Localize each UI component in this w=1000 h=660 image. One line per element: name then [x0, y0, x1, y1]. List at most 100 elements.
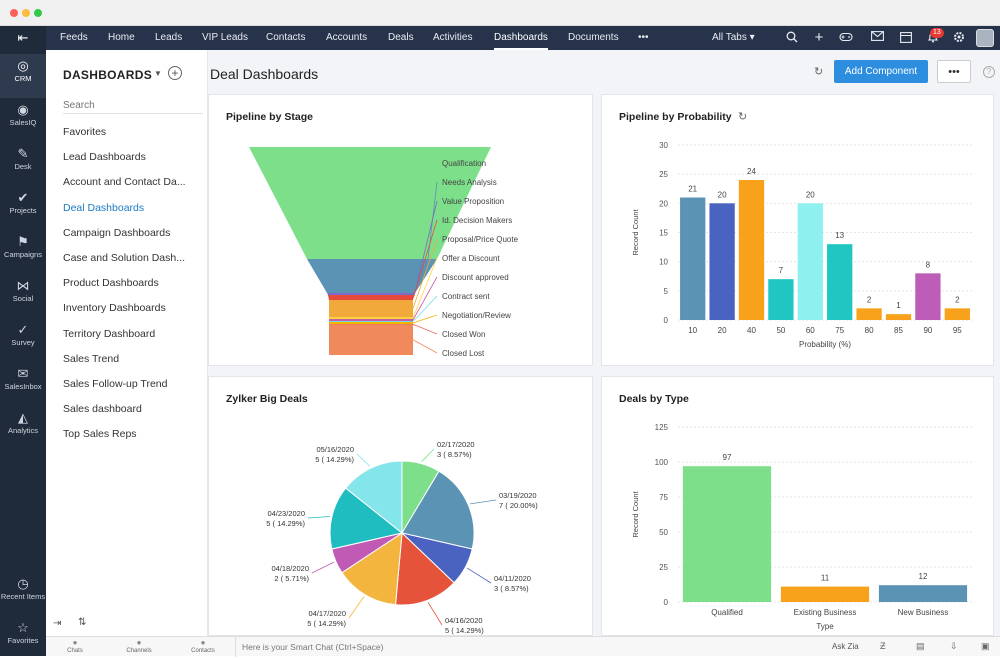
funnel-stage[interactable] [329, 300, 413, 317]
sidebar-item[interactable]: Account and Contact Da... [63, 176, 186, 189]
sidebar-item[interactable]: Favorites [63, 126, 107, 138]
refresh-icon[interactable]: ↻ [738, 111, 748, 123]
sidebar-item[interactable]: Campaign Dashboards [63, 226, 171, 239]
sidebar-item[interactable]: Sales Follow-up Trend [63, 378, 168, 390]
bar[interactable] [878, 585, 968, 602]
bar[interactable] [944, 308, 970, 320]
sidebar-item[interactable]: Product Dashboards [63, 277, 159, 290]
window-close-button[interactable] [10, 9, 18, 17]
funnel-stage[interactable] [329, 317, 413, 319]
tab-dashboards[interactable]: Dashboards [494, 26, 548, 50]
bar[interactable] [780, 586, 870, 602]
collapse-menu-icon[interactable]: ⇤ [17, 30, 29, 45]
slice-percent: 5.71% [285, 574, 307, 583]
sidebar-item[interactable]: Inventory Dashboards [63, 302, 166, 315]
calendar-icon[interactable] [899, 31, 913, 45]
funnel-stage[interactable] [329, 321, 413, 322]
gear-icon[interactable] [952, 31, 966, 45]
bar[interactable] [768, 279, 794, 320]
bar[interactable] [797, 203, 823, 320]
search-icon[interactable] [785, 31, 799, 45]
rail-item-campaigns[interactable]: ⚑ Campaigns [0, 230, 46, 274]
bar[interactable] [682, 466, 772, 602]
bar[interactable] [680, 197, 706, 321]
y-tick-label: 5 [664, 287, 669, 296]
add-dashboard-icon[interactable]: + [168, 66, 182, 80]
bottombar-contacts[interactable]: ● Contacts [178, 638, 228, 655]
funnel-stage[interactable] [327, 293, 415, 295]
rail-item-favorites[interactable]: ☆ Favorites [0, 616, 46, 660]
contacts-panel-icon[interactable]: ▣ [981, 641, 990, 651]
pie-slice[interactable] [341, 532, 403, 606]
bar[interactable] [856, 308, 882, 320]
bottombar-chats[interactable]: ● Chats [50, 638, 100, 655]
bar[interactable] [885, 314, 912, 320]
funnel-stage[interactable] [329, 324, 413, 356]
gamepad-icon[interactable] [839, 31, 853, 45]
rail-item-projects[interactable]: ✔ Projects [0, 186, 46, 230]
bottombar-channels[interactable]: ● Channels [114, 638, 164, 655]
rail-item-salesinbox[interactable]: ✉ SalesInbox [0, 362, 46, 406]
sidebar-item[interactable]: Top Sales Reps [63, 428, 137, 441]
window-minimize-button[interactable] [22, 9, 30, 17]
sidebar-item[interactable]: Territory Dashboard [63, 327, 156, 340]
tab-contacts[interactable]: Contacts [266, 32, 306, 43]
pie-slice[interactable] [401, 470, 475, 550]
funnel-stage[interactable] [307, 259, 437, 293]
rail-item-survey[interactable]: ✓ Survey [0, 318, 46, 362]
tab-deals[interactable]: Deals [388, 32, 414, 43]
tab-accounts[interactable]: Accounts [326, 32, 368, 43]
tab-feeds[interactable]: Feeds [60, 32, 88, 43]
notes-icon[interactable]: ▤ [916, 641, 925, 651]
more-options-button[interactable]: ••• [937, 60, 971, 83]
funnel-stage[interactable] [329, 324, 413, 325]
sidebar-item[interactable]: Sales Trend [63, 352, 120, 365]
smart-chat-input[interactable]: Here is your Smart Chat (Ctrl+Space) [235, 637, 795, 657]
tab-vip-leads[interactable]: VIP Leads [202, 32, 248, 43]
sidebar-item[interactable]: Deal Dashboards [63, 201, 145, 214]
sidebar-item[interactable]: Case and Solution Dash... [63, 252, 185, 264]
tab--[interactable]: ••• [638, 32, 649, 43]
pie-slice[interactable] [395, 531, 455, 606]
bar[interactable] [915, 273, 941, 320]
funnel-stage[interactable] [249, 147, 491, 259]
bottombar-label: Contacts [191, 648, 215, 654]
all-tabs-dropdown[interactable]: All Tabs ▾ [712, 32, 755, 43]
sidebar-search-input[interactable] [63, 98, 203, 114]
funnel-stage[interactable] [329, 319, 413, 321]
sidebar-item[interactable]: Lead Dashboards [63, 151, 146, 164]
chevron-down-icon[interactable]: ▼ [154, 69, 162, 78]
tab-leads[interactable]: Leads [155, 32, 183, 43]
tab-activities[interactable]: Activities [433, 32, 473, 43]
help-icon[interactable]: ? [983, 66, 995, 78]
funnel-stage[interactable] [329, 322, 413, 324]
leader-line [412, 257, 438, 319]
bar[interactable] [709, 203, 735, 320]
collapse-sidebar-icon[interactable]: ⇥ [53, 618, 62, 629]
mail-icon[interactable] [870, 31, 884, 45]
funnel-stage[interactable] [328, 295, 414, 300]
zia-icon[interactable]: Ƶ [880, 641, 886, 651]
ask-zia-button[interactable]: Ask Zia [832, 642, 859, 651]
download-icon[interactable]: ⇩ [950, 641, 958, 651]
sidebar-item[interactable]: Sales dashboard [63, 403, 142, 416]
tab-home[interactable]: Home [108, 32, 135, 43]
avatar[interactable] [976, 29, 994, 47]
rail-item-recent-items[interactable]: ◷ Recent Items [0, 572, 46, 616]
bar[interactable] [738, 180, 765, 320]
window-maximize-button[interactable] [34, 9, 42, 17]
bar[interactable] [827, 244, 853, 320]
sort-icon[interactable]: ⇅ [78, 617, 87, 628]
tab-documents[interactable]: Documents [568, 32, 619, 43]
rail-item-crm[interactable]: ◎ CRM [0, 54, 46, 98]
rail-item-analytics[interactable]: ◭ Analytics [0, 406, 46, 450]
pie-slice[interactable] [329, 487, 404, 550]
plus-icon[interactable]: + [814, 29, 824, 46]
rail-item-social[interactable]: ⋈ Social [0, 274, 46, 318]
add-component-button[interactable]: Add Component [834, 60, 928, 83]
rail-item-salesiq[interactable]: ◉ SalesIQ [0, 98, 46, 142]
refresh-icon[interactable]: ↻ [814, 66, 824, 78]
rail-item-desk[interactable]: ✎ Desk [0, 142, 46, 186]
pie-slice[interactable] [345, 460, 403, 535]
clock-icon: ◷ [17, 576, 29, 591]
